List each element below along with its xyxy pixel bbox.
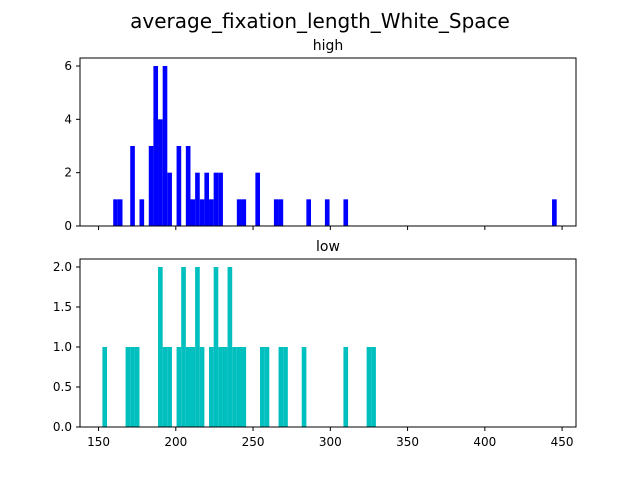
low-axis-ticks: 150 200 250 300 350 400 450 0.0 0.5 1.0 1.5 2.0	[53, 260, 574, 449]
high-y-tick-label: 0	[64, 219, 72, 233]
high-y-tick-label: 6	[64, 59, 72, 73]
low-bar	[199, 347, 205, 427]
high-bar	[255, 172, 261, 226]
high-bar	[139, 199, 145, 226]
high-axis-ticks: 0 2 4 6	[64, 59, 563, 233]
low-bar	[241, 347, 247, 427]
high-bar	[306, 199, 312, 226]
low-x-tick-label: 200	[164, 435, 187, 449]
low-x-tick-label: 150	[87, 435, 110, 449]
high-bar	[162, 66, 168, 226]
low-axes-frame	[79, 258, 577, 428]
high-bar	[241, 199, 247, 226]
high-bar	[273, 199, 279, 226]
low-bar	[283, 347, 288, 427]
low-bar	[227, 267, 233, 427]
low-bar	[130, 347, 135, 427]
figure-title: average_fixation_length_White_Space	[130, 9, 510, 33]
high-bar	[130, 146, 135, 226]
low-bar	[190, 347, 196, 427]
low-x-tick-label: 300	[319, 435, 342, 449]
low-bar	[222, 347, 228, 427]
low-x-tick-label: 450	[551, 435, 574, 449]
high-bar	[552, 199, 557, 226]
high-bar	[190, 199, 196, 226]
low-bar	[181, 267, 186, 427]
high-bar	[324, 199, 330, 226]
low-panel-title: low	[316, 239, 340, 255]
low-bar	[213, 267, 219, 427]
low-bar	[371, 347, 376, 427]
low-bar	[125, 347, 131, 427]
high-bar	[278, 199, 284, 226]
high-bar	[148, 146, 154, 226]
low-y-tick-label: 0.5	[53, 380, 72, 394]
high-bar	[213, 172, 219, 226]
high-bar	[343, 199, 349, 226]
high-bar	[204, 172, 210, 226]
low-y-tick-label: 0.0	[53, 420, 72, 434]
high-bar	[199, 199, 205, 226]
low-x-tick-label: 350	[396, 435, 419, 449]
low-y-tick-label: 2.0	[53, 260, 72, 274]
low-bar	[185, 347, 191, 427]
low-bar	[195, 267, 200, 427]
high-bar	[195, 172, 200, 226]
low-bar	[162, 347, 168, 427]
high-panel: high 0 2 4 6	[64, 38, 577, 233]
low-bars	[102, 267, 376, 427]
low-bar	[134, 347, 140, 427]
low-bar	[158, 267, 163, 427]
high-axes-frame	[79, 57, 577, 227]
low-x-tick-label: 400	[473, 435, 496, 449]
low-bar	[209, 347, 214, 427]
high-bar	[153, 66, 159, 226]
low-bar	[232, 347, 237, 427]
low-bar	[236, 347, 242, 427]
high-bar	[218, 172, 223, 226]
high-bar	[209, 199, 214, 226]
low-bar	[301, 347, 307, 427]
low-bar	[264, 347, 270, 427]
low-bar	[102, 347, 108, 427]
high-bar	[185, 146, 191, 226]
low-y-tick-label: 1.0	[53, 340, 72, 354]
high-y-tick-label: 4	[64, 112, 72, 126]
high-bar	[158, 119, 163, 226]
low-bar	[260, 347, 265, 427]
low-bar	[176, 347, 182, 427]
high-y-tick-label: 2	[64, 166, 72, 180]
high-bar	[117, 199, 123, 226]
high-bar	[236, 199, 242, 226]
low-panel: low 150 200 250 300 350 400 450 0.0 0.5 1.0 1.5 2.0	[53, 239, 577, 449]
high-bars	[113, 66, 557, 226]
low-bar	[366, 347, 372, 427]
low-y-tick-label: 1.5	[53, 300, 72, 314]
high-bar	[113, 199, 118, 226]
low-bar	[218, 347, 223, 427]
low-bar	[278, 347, 284, 427]
low-bar	[167, 347, 172, 427]
low-x-tick-label: 250	[242, 435, 265, 449]
high-bar	[167, 172, 172, 226]
high-panel-title: high	[313, 38, 344, 54]
high-bar	[176, 146, 182, 226]
low-bar	[343, 347, 349, 427]
